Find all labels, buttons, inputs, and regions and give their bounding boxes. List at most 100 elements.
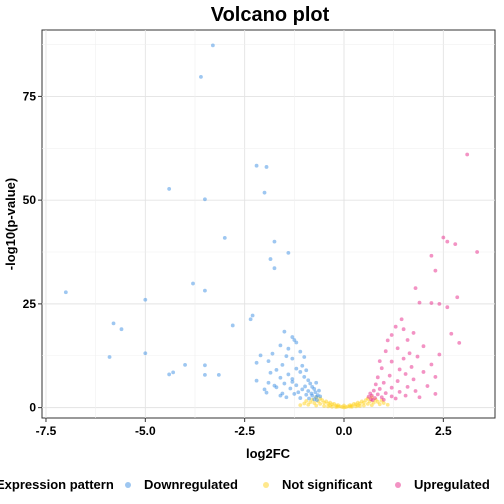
legend-label-downregulated: Downregulated [144,477,238,492]
upregulated-point [389,385,394,390]
downregulated-point [171,370,176,375]
downregulated-point [258,353,263,358]
upregulated-point [371,388,376,393]
legend-key-upregulated [395,482,401,488]
x-tick-label: 0.0 [336,424,353,438]
downregulated-point [298,349,303,354]
chart-title: Volcano plot [211,4,330,26]
legend-label-upregulated: Upregulated [414,477,490,492]
downregulated-point [203,197,207,202]
not-significant-point [322,404,327,408]
downregulated-point [282,381,287,386]
y-axis-ticks: 0 25 50 75 [23,89,42,415]
y-tick-label: 50 [23,193,37,207]
downregulated-point [266,359,271,364]
upregulated-point [377,387,382,391]
upregulated-point [411,377,416,382]
upregulated-point [368,391,373,396]
upregulated-point [383,349,388,354]
downregulated-point [278,375,283,380]
downregulated-point [307,396,311,401]
downregulated-point [292,392,297,396]
upregulated-point [433,268,438,273]
downregulated-point [272,383,277,388]
legend: Expression pattern Downregulated Not sign… [0,477,490,492]
downregulated-point [312,387,317,391]
legend-title: Expression pattern [0,477,114,492]
upregulated-point [441,235,446,240]
downregulated-point [308,381,313,386]
upregulated-point [387,373,392,378]
upregulated-point [389,394,394,399]
downregulated-point [302,355,307,359]
upregulated-point [401,327,406,332]
upregulated-point [383,391,388,396]
downregulated-point [203,288,207,293]
upregulated-point [385,338,390,343]
x-tick-label: -5.0 [135,424,156,438]
upregulated-point [445,305,450,310]
downregulated-point [268,370,273,375]
downregulated-point [250,313,255,318]
upregulated-point [417,300,422,305]
upregulated-point [377,359,382,364]
x-tick-label: -2.5 [234,424,255,438]
downregulated-point [230,323,235,328]
downregulated-point [286,372,291,377]
upregulated-point [429,301,434,305]
y-tick-label: 25 [23,297,37,311]
legend-label-not-significant: Not significant [282,477,373,492]
downregulated-point [286,250,291,255]
y-tick-label: 0 [29,401,36,415]
not-significant-point [377,402,382,407]
downregulated-point [264,390,269,395]
not-significant-point [356,403,360,408]
upregulated-point [409,365,414,369]
downregulated-point [304,368,309,373]
downregulated-point [262,387,267,392]
downregulated-point [119,327,124,332]
downregulated-point [270,351,275,356]
downregulated-point [280,362,285,367]
not-significant-point [348,404,352,409]
downregulated-point [282,329,287,334]
upregulated-point [437,352,442,357]
downregulated-point [298,370,303,374]
downregulated-point [266,380,271,385]
downregulated-point [264,165,269,169]
downregulated-point [191,281,195,286]
minor-gridlines [42,30,495,418]
downregulated-point [288,386,293,391]
downregulated-point [210,43,215,48]
not-significant-point [328,403,332,408]
downregulated-point [274,367,279,372]
downregulated-point [272,266,277,271]
upregulated-point [421,344,426,349]
downregulated-point [111,321,116,326]
downregulated-point [302,375,307,379]
y-axis-title: -log10(p-value) [3,178,18,270]
downregulated-point [296,390,301,395]
downregulated-point [286,346,291,351]
x-tick-label: -7.5 [36,424,57,438]
y-tick-label: 75 [23,89,37,103]
downregulated-point [314,380,319,385]
not-significant-point [336,404,340,409]
upregulated-point [381,380,386,385]
upregulated-point [405,338,410,342]
upregulated-point [393,324,398,329]
downregulated-point [216,372,221,377]
downregulated-point [313,390,318,395]
upregulated-point [457,340,462,345]
upregulated-point [475,250,480,254]
downregulated-point [294,383,299,388]
upregulated-point [413,286,418,291]
downregulated-point [292,338,297,342]
upregulated-point [429,253,434,258]
plot-panel [41,29,496,419]
upregulated-point [445,239,450,244]
upregulated-point [395,379,400,383]
legend-key-not-significant [263,482,269,488]
upregulated-point [413,389,418,393]
